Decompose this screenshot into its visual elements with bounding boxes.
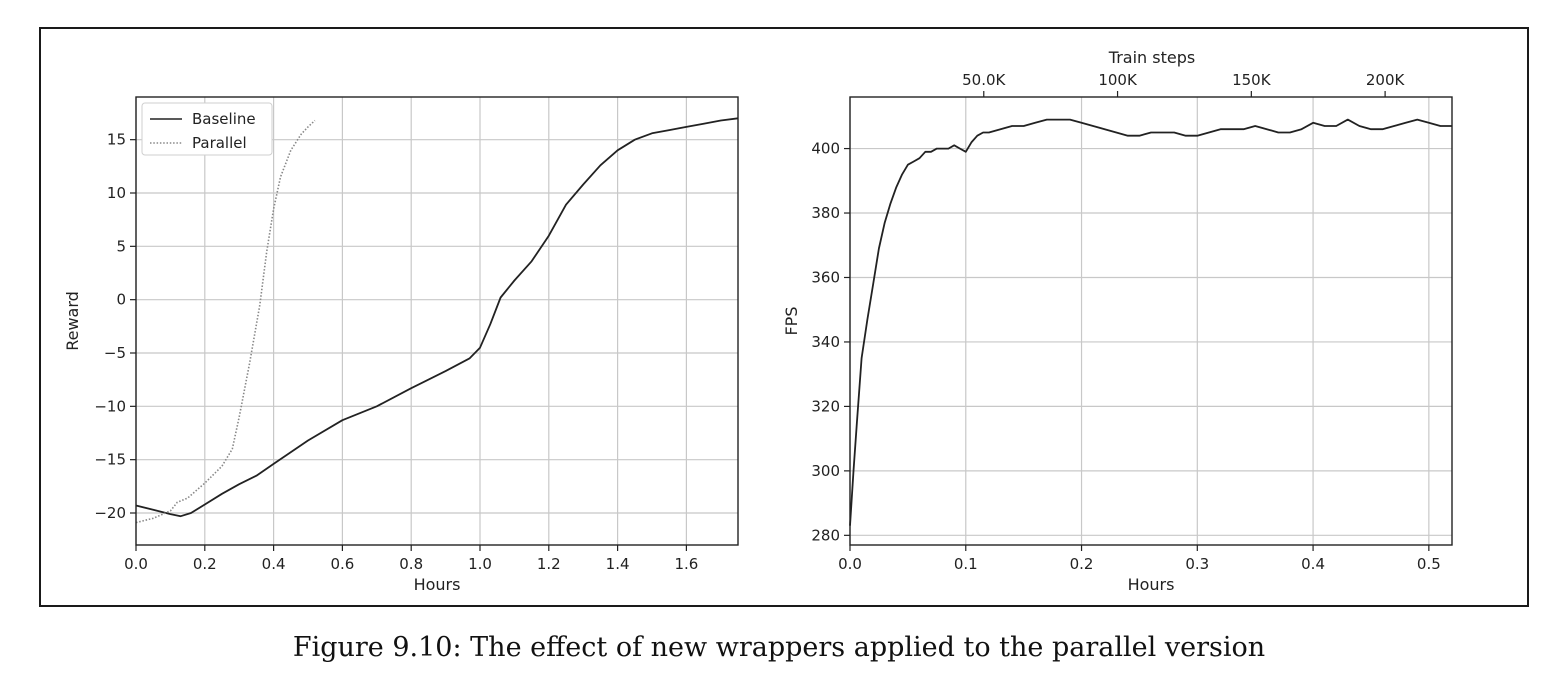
y-axis-title: Reward (63, 291, 82, 351)
x2-tick-label: 50.0K (962, 71, 1006, 89)
fps-chart: 0.0 0.1 0.2 0.3 0.4 0.5 400 380 360 340 320 300 280 H… (782, 48, 1453, 594)
y-tick-label: 0 (116, 291, 126, 309)
x2-tick-label: 150K (1232, 71, 1272, 89)
y-tick-label: 320 (811, 397, 840, 415)
y-tick-label: −5 (104, 344, 126, 362)
x-axis-title: Hours (414, 575, 461, 594)
figure-frame (39, 27, 1529, 607)
x-tick-label: 1.6 (674, 555, 698, 573)
y-tick-label: 5 (116, 237, 126, 255)
legend-label-baseline: Baseline (192, 110, 256, 128)
x2-tick-label: 200K (1366, 71, 1406, 89)
x-tick-label: 0.0 (838, 555, 862, 573)
legend-label-parallel: Parallel (192, 134, 247, 152)
series-line-baseline (135, 117, 739, 518)
x-tick-label: 0.2 (193, 555, 217, 573)
plot-area (849, 96, 1453, 546)
series-line-parallel (135, 119, 316, 524)
x-tick-label: 0.5 (1417, 555, 1441, 573)
x-tick-label: 0.2 (1070, 555, 1094, 573)
y-tick-label: 280 (811, 526, 840, 544)
x-tick-label: 1.2 (537, 555, 561, 573)
x-tick-label: 0.4 (262, 555, 286, 573)
y-tick-label: −20 (94, 504, 126, 522)
x-tick-label: 0.3 (1185, 555, 1209, 573)
series-line-fps (849, 118, 1452, 526)
x-axis-title: Hours (1128, 575, 1175, 594)
x2-axis-title: Train steps (1108, 48, 1195, 67)
x-tick-label: 0.6 (330, 555, 354, 573)
y-tick-label: 360 (811, 268, 840, 286)
y-tick-label: −10 (94, 397, 126, 415)
y-tick-label: 380 (811, 204, 840, 222)
figure-caption: Figure 9.10: The effect of new wrappers … (292, 632, 1266, 663)
reward-chart: 0.0 0.2 0.4 0.6 0.8 1.0 1.2 1.4 1.6 15 10 5 0 −5 −10 −1… (63, 96, 739, 594)
y-tick-label: −15 (94, 451, 126, 469)
x-tick-label: 1.4 (606, 555, 630, 573)
x-tick-label: 0.1 (954, 555, 978, 573)
x2-tick-label: 100K (1098, 71, 1138, 89)
y-tick-label: 340 (811, 333, 840, 351)
legend-box (141, 102, 273, 156)
figure-canvas: 0.0 0.2 0.4 0.6 0.8 1.0 1.2 1.4 1.6 15 10 5 0 −5 −10 −1… (63, 48, 1453, 594)
y-axis-title: FPS (782, 306, 801, 335)
plot-area (135, 96, 739, 546)
y-tick-label: 400 (811, 140, 840, 158)
y-tick-label: 10 (107, 184, 126, 202)
y-tick-label: 15 (107, 131, 126, 149)
y-tick-label: 300 (811, 462, 840, 480)
x-tick-label: 0.4 (1301, 555, 1325, 573)
x-tick-label: 0.8 (399, 555, 423, 573)
x-tick-label: 1.0 (468, 555, 492, 573)
x-tick-label: 0.0 (124, 555, 148, 573)
